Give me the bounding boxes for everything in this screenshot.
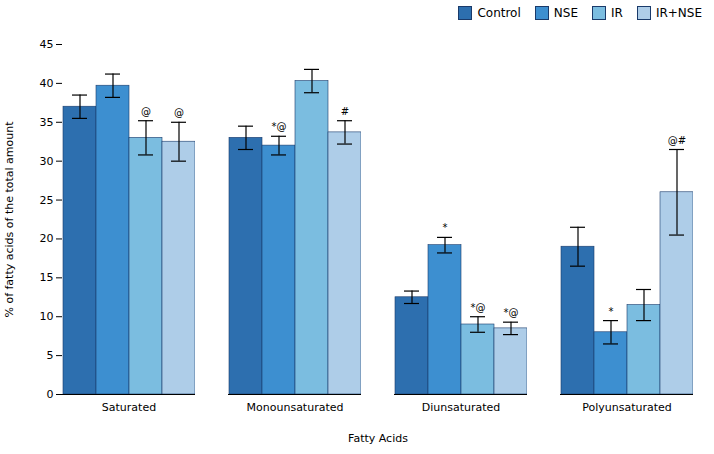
svg-text:@: @ [141, 106, 151, 117]
svg-text:Diunsaturated: Diunsaturated [422, 401, 501, 414]
svg-text:@#: @# [668, 135, 686, 146]
svg-text:% of fatty acids of the total: % of fatty acids of the total amount [3, 121, 16, 318]
svg-text:@: @ [174, 107, 184, 118]
svg-text:5: 5 [47, 349, 54, 362]
svg-text:*@: *@ [471, 302, 486, 313]
html-text:NSE: NSE [553, 6, 578, 20]
svg-text:30: 30 [40, 155, 54, 168]
svg-text:Saturated: Saturated [102, 401, 156, 414]
svg-text:0: 0 [47, 388, 54, 401]
svg-text:*@: *@ [504, 307, 519, 318]
svg-text:#: # [341, 106, 349, 117]
html-text:IR+NSE: IR+NSE [655, 6, 702, 20]
svg-text:*: * [443, 222, 448, 233]
svg-text:20: 20 [40, 232, 54, 245]
svg-text:Fatty Acids: Fatty Acids [348, 432, 408, 445]
svg-text:40: 40 [40, 77, 54, 90]
svg-text:35: 35 [40, 116, 54, 129]
svg-text:15: 15 [40, 271, 54, 284]
html-text:Control: Control [477, 6, 521, 20]
svg-text:Polyunsaturated: Polyunsaturated [582, 401, 672, 414]
svg-text:Monounsaturated: Monounsaturated [247, 401, 344, 414]
svg-text:10: 10 [40, 310, 54, 323]
svg-text:45: 45 [40, 38, 54, 51]
svg-text:25: 25 [40, 194, 54, 207]
svg-text:*@: *@ [272, 121, 287, 132]
svg-text:*: * [609, 306, 614, 317]
html-text:IR: IR [611, 6, 623, 20]
